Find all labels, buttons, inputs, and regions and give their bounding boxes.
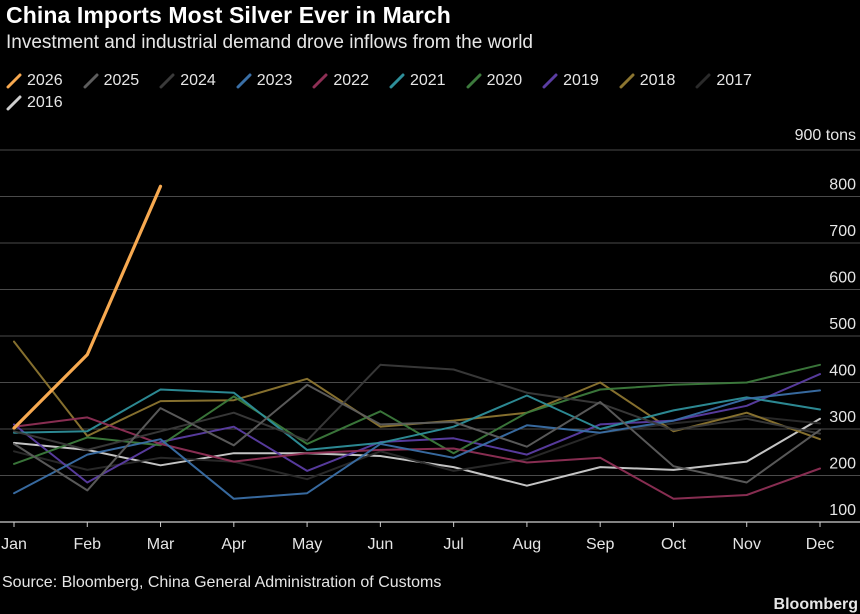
y-tick-label: 400 bbox=[829, 363, 856, 380]
series-line-2022 bbox=[13, 416, 821, 500]
series-line-2018 bbox=[13, 340, 821, 441]
x-tick-label: Mar bbox=[147, 536, 175, 553]
legend-label: 2018 bbox=[639, 72, 676, 89]
legend-label: 2019 bbox=[563, 72, 599, 89]
legend-label: 2023 bbox=[256, 72, 293, 89]
x-tick-label: Dec bbox=[806, 536, 834, 553]
legend-swatch bbox=[619, 73, 635, 89]
series-line-2024 bbox=[13, 363, 821, 451]
legend-swatch bbox=[236, 73, 252, 89]
legend-item-2023: 2023 bbox=[236, 70, 293, 92]
legend-swatch bbox=[542, 73, 558, 89]
legend-label: 2021 bbox=[409, 72, 446, 89]
legend-item-2017: 2017 bbox=[695, 70, 752, 92]
y-tick-label: 900 tons bbox=[795, 127, 856, 144]
legend-label: 2016 bbox=[27, 94, 63, 111]
legend-item-2019: 2019 bbox=[542, 70, 599, 92]
series-line-2019 bbox=[13, 373, 821, 484]
chart-legend: 2026 2025 2024 2023 2022 2021 2020 2019 2018 2017… bbox=[6, 70, 846, 114]
series-line-2025 bbox=[13, 383, 821, 492]
legend-swatch bbox=[389, 73, 405, 89]
x-tick-label: Apr bbox=[221, 536, 247, 553]
y-tick-label: 800 bbox=[829, 177, 856, 194]
legend-swatch bbox=[6, 73, 22, 89]
legend-label: 2017 bbox=[716, 72, 752, 89]
x-tick-label: Jul bbox=[443, 536, 463, 553]
x-tick-label: Jan bbox=[1, 536, 27, 553]
legend-item-2024: 2024 bbox=[159, 70, 216, 92]
series-line-2021 bbox=[13, 388, 821, 451]
series-line-2017 bbox=[13, 415, 821, 481]
legend-item-2018: 2018 bbox=[619, 70, 676, 92]
legend-label: 2025 bbox=[103, 72, 140, 89]
legend-swatch bbox=[312, 73, 328, 89]
y-tick-label: 500 bbox=[829, 316, 856, 333]
legend-swatch bbox=[83, 73, 99, 89]
series-line-2020 bbox=[13, 363, 821, 465]
y-tick-label: 300 bbox=[829, 409, 856, 426]
legend-label: 2024 bbox=[180, 72, 216, 89]
legend-swatch bbox=[466, 73, 482, 89]
y-tick-label: 700 bbox=[829, 223, 856, 240]
x-tick-label: Nov bbox=[733, 536, 761, 553]
legend-label: 2026 bbox=[27, 72, 63, 89]
y-tick-label: 100 bbox=[829, 502, 856, 519]
legend-swatch bbox=[695, 73, 711, 89]
legend-swatch bbox=[6, 95, 22, 111]
y-tick-label: 200 bbox=[829, 456, 856, 473]
x-tick-label: May bbox=[292, 536, 322, 553]
legend-label: 2020 bbox=[486, 72, 523, 89]
legend-item-2022: 2022 bbox=[312, 70, 369, 92]
chart-title: China Imports Most Silver Ever in March bbox=[6, 2, 451, 28]
legend-item-2020: 2020 bbox=[466, 70, 523, 92]
bloomberg-logo: Bloomberg bbox=[773, 596, 858, 613]
series-line-2026 bbox=[12, 184, 163, 430]
x-tick-label: Feb bbox=[73, 536, 101, 553]
x-tick-label: Jun bbox=[367, 536, 393, 553]
x-tick-label: Oct bbox=[661, 536, 686, 553]
legend-item-2021: 2021 bbox=[389, 70, 446, 92]
y-tick-label: 600 bbox=[829, 270, 856, 287]
series-line-2023 bbox=[13, 389, 821, 500]
legend-item-2026: 2026 bbox=[6, 70, 63, 92]
source-note: Source: Bloomberg, China General Adminis… bbox=[2, 574, 442, 591]
chart-subtitle: Investment and industrial demand drove i… bbox=[6, 32, 533, 53]
x-tick-label: Sep bbox=[586, 536, 615, 553]
line-chart: 100 200 300 400 500 600 700 800 900 tons Jan Feb Ma… bbox=[0, 127, 860, 553]
x-tick-label: Aug bbox=[513, 536, 541, 553]
legend-label: 2022 bbox=[333, 72, 369, 89]
legend-item-2025: 2025 bbox=[83, 70, 140, 92]
legend-item-2016: 2016 bbox=[6, 92, 63, 114]
legend-swatch bbox=[159, 73, 175, 89]
